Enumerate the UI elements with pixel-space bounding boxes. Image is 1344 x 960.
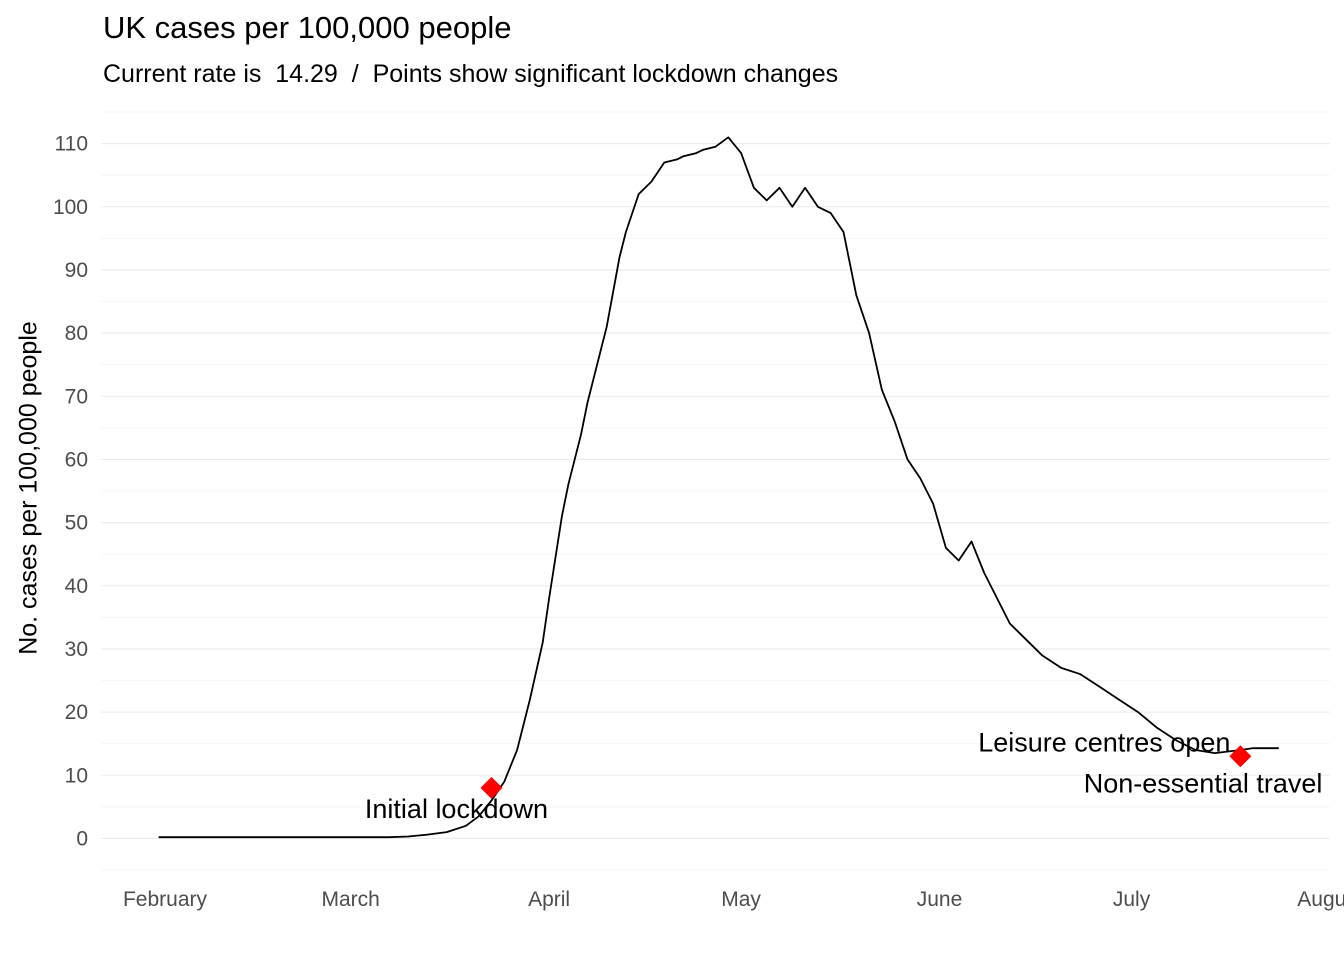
x-axis-ticks: February March April May June July August [123, 888, 1344, 911]
y-axis-ticks: 0 10 20 30 40 50 60 70 80 90 100 110 [53, 133, 88, 851]
x-tick-label: August [1297, 888, 1344, 911]
y-tick-label: 90 [65, 259, 88, 282]
lockdown-change-marker [480, 776, 503, 799]
x-tick-label: May [721, 888, 761, 911]
y-tick-label: 40 [65, 575, 88, 598]
x-tick-label: April [528, 888, 570, 911]
annotation-label: Non-essential travel [1084, 768, 1323, 798]
y-tick-label: 50 [65, 512, 88, 535]
y-tick-label: 10 [65, 764, 88, 787]
y-tick-label: 20 [65, 701, 88, 724]
markers-layer [480, 745, 1252, 799]
x-tick-label: June [917, 888, 963, 911]
y-tick-label: 70 [65, 385, 88, 408]
y-tick-label: 30 [65, 638, 88, 661]
x-tick-label: February [123, 888, 208, 911]
chart-subtitle: Current rate is 14.29 / Points show sign… [103, 60, 839, 88]
y-tick-label: 80 [65, 322, 88, 345]
x-tick-label: July [1113, 888, 1151, 911]
annotation-label: Leisure centres open [978, 727, 1230, 757]
lockdown-change-marker [1229, 745, 1252, 768]
annotations-layer: Initial lockdown Leisure centres open Non-… [365, 727, 1322, 824]
y-tick-label: 100 [53, 196, 88, 219]
x-tick-label: March [321, 888, 379, 911]
y-tick-label: 60 [65, 448, 88, 471]
y-tick-label: 0 [76, 827, 88, 850]
y-tick-label: 110 [55, 133, 88, 156]
chart-title: UK cases per 100,000 people [103, 10, 512, 45]
annotation-label: Initial lockdown [365, 794, 548, 824]
gridlines [101, 111, 1330, 871]
